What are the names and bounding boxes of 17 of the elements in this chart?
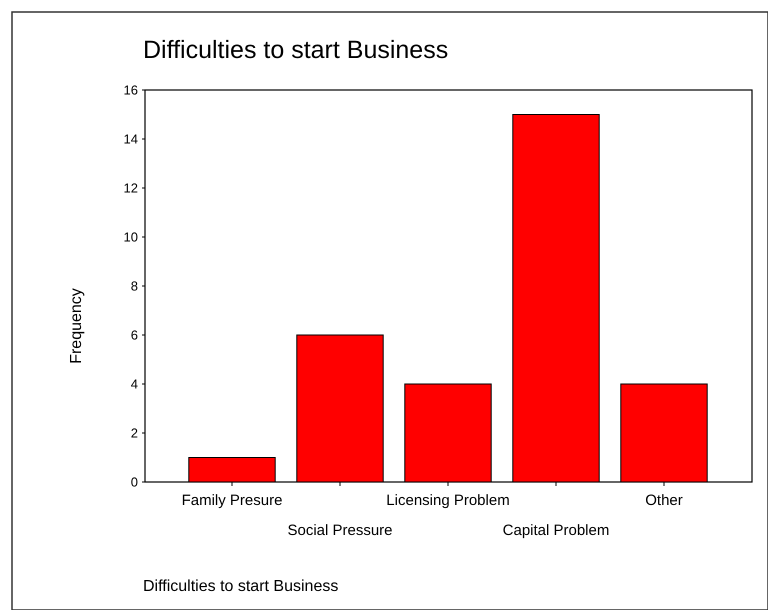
y-tick-label: 12	[124, 180, 138, 196]
y-tick-label: 0	[130, 474, 138, 490]
y-axis-title: Frequency	[68, 288, 85, 364]
x-tick-label: Social Pressure	[287, 522, 393, 539]
y-tick-label: 16	[124, 82, 138, 98]
x-tick-label: Licensing Problem	[386, 492, 510, 509]
y-tick-label: 6	[130, 328, 138, 343]
y-tick-label: 2	[130, 426, 138, 441]
y-tick-label: 10	[124, 230, 138, 245]
x-axis-title: Difficulties to start Business	[143, 578, 338, 595]
x-tick-label: Capital Problem	[502, 522, 610, 539]
x-tick-label: Family Presure	[182, 492, 282, 509]
chart-title: Difficulties to start Business	[143, 36, 448, 64]
y-tick-label: 14	[124, 132, 138, 147]
y-tick-label: 8	[130, 278, 138, 294]
y-tick-label: 4	[130, 376, 138, 392]
x-tick-label: Other	[645, 492, 683, 509]
